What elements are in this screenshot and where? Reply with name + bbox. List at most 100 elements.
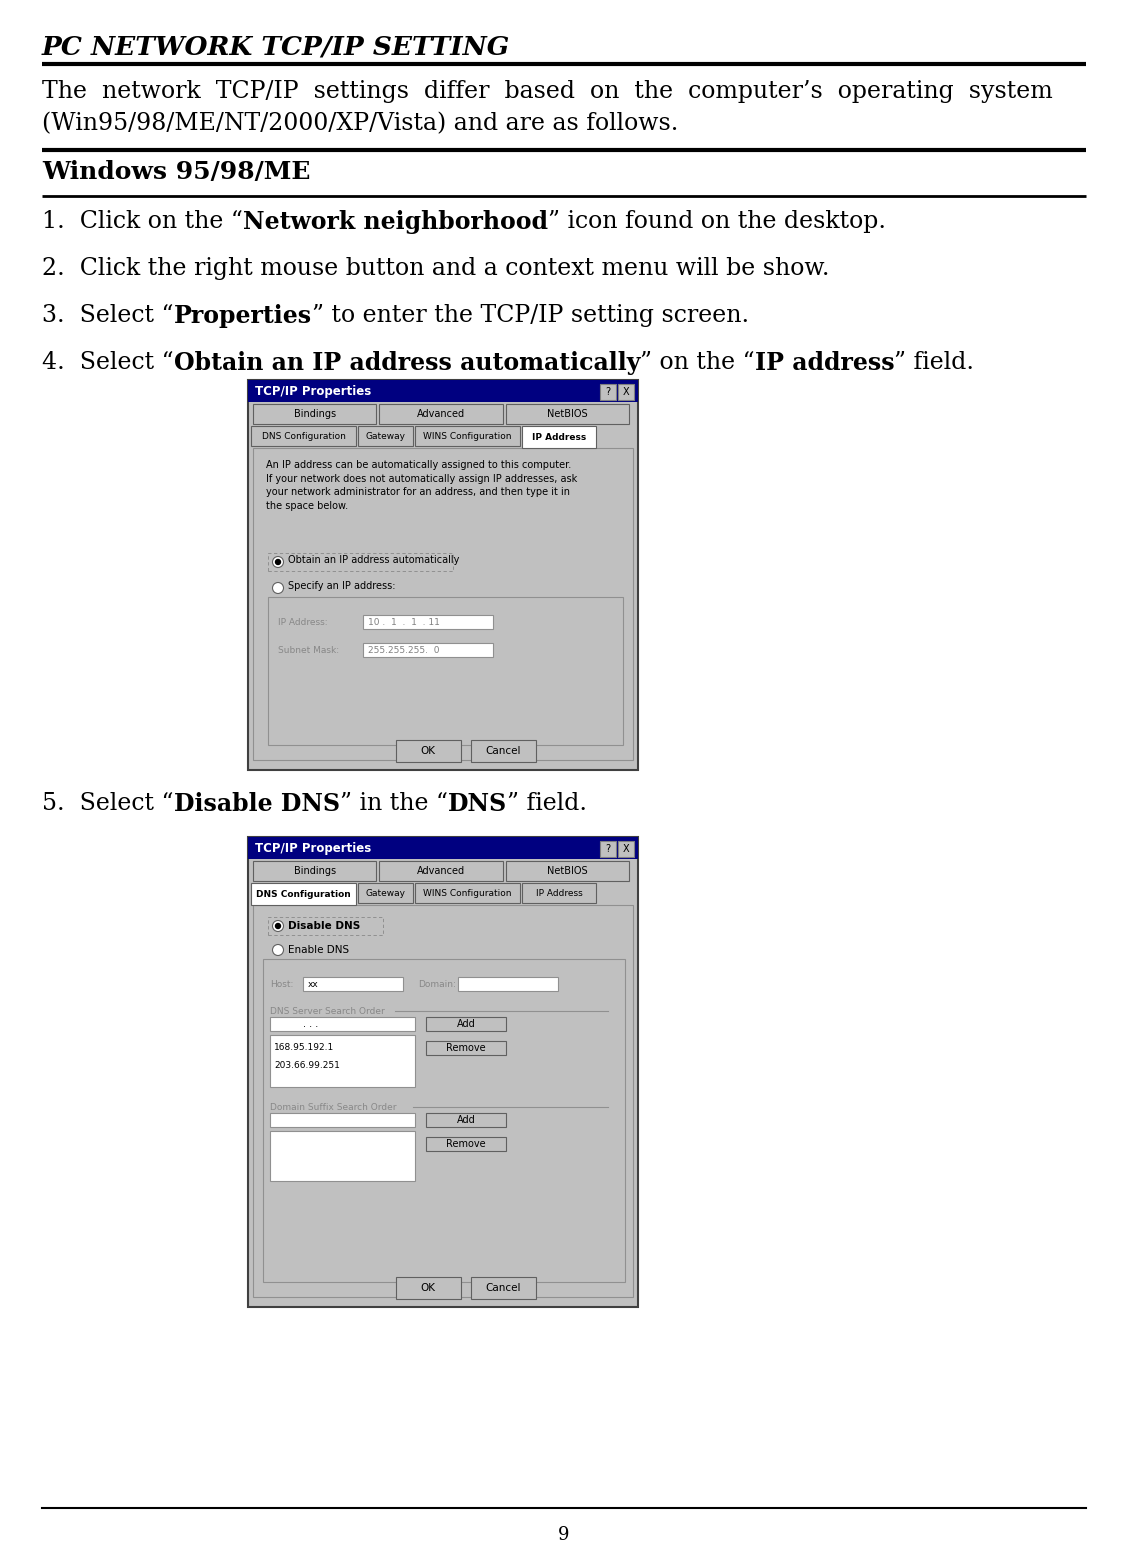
Text: NetBIOS: NetBIOS [547, 409, 588, 419]
Text: 3.  Select “: 3. Select “ [42, 303, 174, 327]
Bar [600, 384, 616, 400]
Text: xx: xx [308, 979, 319, 988]
Bar [363, 643, 493, 657]
Bar [253, 906, 633, 1298]
Bar [253, 405, 377, 423]
Text: TCP/IP Properties: TCP/IP Properties [255, 842, 371, 854]
Text: ?: ? [606, 387, 610, 397]
Bar [268, 552, 453, 571]
Bar [248, 380, 638, 401]
Bar [505, 405, 629, 423]
Text: DNS: DNS [448, 792, 506, 815]
Bar [268, 598, 623, 745]
Bar [253, 860, 377, 881]
Text: Remove: Remove [447, 1043, 486, 1053]
Circle shape [273, 921, 283, 932]
Text: Obtain an IP address automatically: Obtain an IP address automatically [288, 555, 459, 565]
Text: 9: 9 [558, 1526, 570, 1544]
Text: Disable DNS: Disable DNS [174, 792, 340, 815]
Text: IP address: IP address [755, 352, 895, 375]
Bar [363, 615, 493, 629]
Text: 10 .  1  .  1  . 11: 10 . 1 . 1 . 11 [368, 618, 440, 627]
Bar [270, 1131, 415, 1181]
Text: . . .: . . . [303, 1019, 318, 1029]
Bar [379, 405, 503, 423]
Text: Enable DNS: Enable DNS [288, 944, 350, 955]
Circle shape [275, 560, 281, 565]
Text: An IP address can be automatically assigned to this computer.
If your network do: An IP address can be automatically assig… [266, 461, 578, 510]
Text: ” in the “: ” in the “ [340, 792, 448, 815]
Circle shape [275, 924, 281, 929]
Bar [415, 882, 520, 902]
Text: X: X [623, 387, 629, 397]
Text: DNS Configuration: DNS Configuration [256, 890, 351, 898]
Bar [252, 882, 356, 906]
Text: 5.  Select “: 5. Select “ [42, 792, 174, 815]
Text: IP Address: IP Address [532, 433, 587, 442]
Text: Subnet Mask:: Subnet Mask: [277, 646, 340, 655]
Text: 1.  Click on the “: 1. Click on the “ [42, 210, 243, 233]
Text: Cancel: Cancel [485, 745, 521, 756]
Bar [248, 837, 638, 859]
Bar [505, 860, 629, 881]
Bar [248, 837, 638, 1307]
Text: Properties: Properties [174, 303, 311, 328]
Text: ” field.: ” field. [506, 792, 587, 815]
Bar [252, 426, 356, 447]
Text: Domain Suffix Search Order: Domain Suffix Search Order [270, 1103, 397, 1111]
Text: NetBIOS: NetBIOS [547, 867, 588, 876]
Text: ” to enter the TCP/IP setting screen.: ” to enter the TCP/IP setting screen. [311, 303, 749, 327]
Circle shape [273, 582, 283, 593]
Text: Gateway: Gateway [365, 431, 406, 440]
Text: WINS Configuration: WINS Configuration [423, 431, 512, 440]
Bar [359, 882, 413, 902]
Text: Advanced: Advanced [417, 409, 465, 419]
Text: OK: OK [421, 745, 435, 756]
Text: Remove: Remove [447, 1139, 486, 1148]
Bar [270, 1035, 415, 1088]
Text: Advanced: Advanced [417, 867, 465, 876]
Text: 255.255.255.  0: 255.255.255. 0 [368, 646, 440, 655]
Text: 4.  Select “: 4. Select “ [42, 352, 174, 373]
Text: The  network  TCP/IP  settings  differ  based  on  the  computer’s  operating  s: The network TCP/IP settings differ based… [42, 79, 1052, 103]
Text: Add: Add [457, 1116, 475, 1125]
Text: Specify an IP address:: Specify an IP address: [288, 580, 396, 591]
Text: 2.  Click the right mouse button and a context menu will be show.: 2. Click the right mouse button and a co… [42, 257, 829, 280]
Text: Host:: Host: [270, 979, 293, 988]
Bar [415, 426, 520, 447]
Text: Obtain an IP address automatically: Obtain an IP address automatically [174, 352, 640, 375]
Circle shape [273, 944, 283, 955]
Bar [270, 1113, 415, 1127]
Text: Domain:: Domain: [418, 979, 456, 988]
Text: ” field.: ” field. [895, 352, 975, 373]
Bar [618, 384, 634, 400]
Bar [458, 977, 558, 991]
Bar [522, 882, 597, 902]
Text: IP Address: IP Address [536, 888, 583, 898]
Bar [396, 1277, 461, 1299]
Text: DNS Server Search Order: DNS Server Search Order [270, 1007, 385, 1016]
Text: Cancel: Cancel [485, 1284, 521, 1293]
Text: Windows 95/98/ME: Windows 95/98/ME [42, 160, 310, 184]
Bar [426, 1137, 506, 1151]
Text: WINS Configuration: WINS Configuration [423, 888, 512, 898]
Bar [396, 741, 461, 762]
Text: ” on the “: ” on the “ [640, 352, 755, 373]
Bar [263, 958, 625, 1282]
Bar [426, 1113, 506, 1127]
Bar [268, 916, 384, 935]
Text: DNS Configuration: DNS Configuration [262, 431, 345, 440]
Text: Add: Add [457, 1019, 475, 1029]
Bar [303, 977, 403, 991]
Text: PC NETWORK TCP/IP SETTING: PC NETWORK TCP/IP SETTING [42, 34, 510, 59]
Text: Bindings: Bindings [293, 409, 336, 419]
Text: ” icon found on the desktop.: ” icon found on the desktop. [548, 210, 885, 233]
Text: (Win95/98/ME/NT/2000/XP/Vista) and are as follows.: (Win95/98/ME/NT/2000/XP/Vista) and are a… [42, 112, 678, 135]
Text: OK: OK [421, 1284, 435, 1293]
Bar [472, 1277, 536, 1299]
Text: Bindings: Bindings [293, 867, 336, 876]
Text: Disable DNS: Disable DNS [288, 921, 360, 930]
Bar [379, 860, 503, 881]
Text: ?: ? [606, 843, 610, 854]
Text: IP Address:: IP Address: [277, 618, 327, 627]
